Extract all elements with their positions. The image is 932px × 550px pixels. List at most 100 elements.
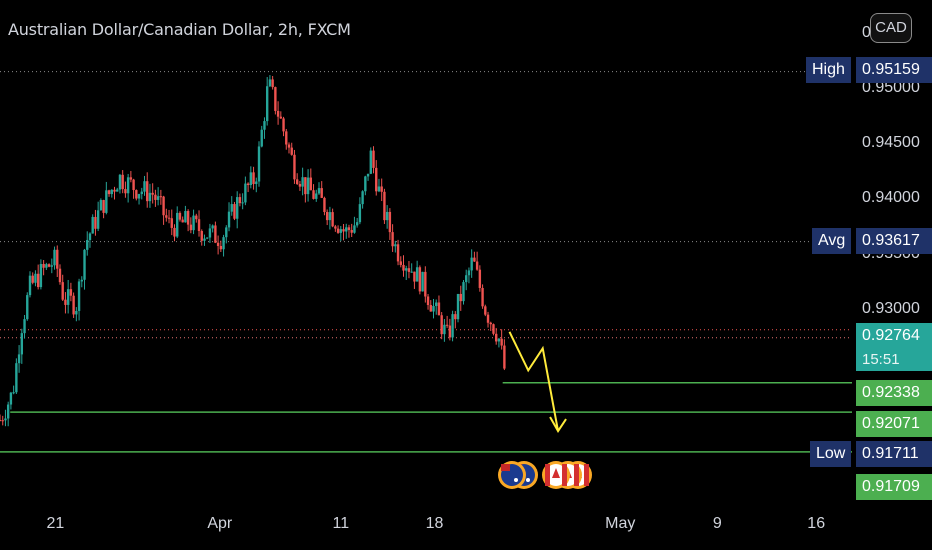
- candle-body: [445, 324, 449, 326]
- candle-body: [148, 192, 152, 202]
- bar-countdown: 15:51: [856, 349, 932, 371]
- candle-body: [121, 174, 124, 190]
- candle-body: [336, 228, 340, 233]
- candle-body: [380, 186, 383, 192]
- candle-body: [312, 190, 315, 199]
- candle-body: [293, 154, 296, 180]
- candle-body: [173, 227, 176, 237]
- candle-body: [219, 245, 223, 250]
- candle-body: [195, 215, 198, 220]
- candle-body: [178, 212, 182, 220]
- candle-body: [364, 176, 367, 192]
- candle-body: [28, 275, 32, 296]
- candle-body: [176, 212, 179, 237]
- candle-body: [26, 295, 29, 320]
- candle-body: [432, 305, 435, 312]
- candle-body: [189, 224, 193, 231]
- candle-body: [484, 306, 487, 315]
- candle-body: [216, 242, 220, 246]
- candle-body: [328, 212, 332, 221]
- candle-body: [23, 319, 26, 334]
- flag-band-right: [574, 464, 579, 486]
- flag-ca-icon[interactable]: [542, 461, 570, 489]
- candle-body: [143, 181, 146, 192]
- candle-body: [102, 200, 105, 213]
- candle-body: [290, 147, 293, 155]
- current-price-tag: 0.92764: [856, 323, 932, 349]
- candle-body: [402, 264, 405, 271]
- candle-body: [151, 192, 154, 195]
- candle-body: [467, 270, 471, 276]
- time-tick-label: 11: [332, 515, 350, 532]
- candle-body: [214, 225, 217, 243]
- candle-body: [206, 237, 209, 239]
- candle-body: [271, 79, 274, 88]
- candle-body: [75, 310, 78, 315]
- candle-body: [331, 212, 334, 227]
- level3-price-tag: 0.91709: [856, 474, 932, 500]
- candle-body: [413, 271, 416, 282]
- candle-body: [478, 269, 482, 288]
- candle-body: [132, 179, 135, 191]
- price-tick-label: 0: [862, 24, 871, 41]
- candle-body: [350, 229, 353, 233]
- candle-body: [31, 275, 34, 283]
- candle-body: [91, 216, 94, 234]
- candle-body: [399, 261, 402, 265]
- candle-body: [443, 324, 446, 335]
- reference-lines: [0, 71, 852, 453]
- avg-label-tag: Avg: [812, 228, 852, 254]
- level2-price-tag: 0.92071: [856, 411, 932, 437]
- candle-body: [146, 181, 149, 202]
- candle-body: [241, 202, 244, 204]
- candle-body: [410, 271, 413, 273]
- candle-body: [265, 86, 269, 122]
- candle-body: [20, 333, 24, 355]
- candle-body: [129, 177, 133, 180]
- flag-au-icon[interactable]: [498, 461, 526, 489]
- candle-body: [355, 222, 359, 226]
- candle-body: [156, 196, 160, 200]
- candle-body: [451, 314, 454, 338]
- candle-body: [96, 210, 100, 229]
- candle-body: [342, 229, 345, 232]
- candle-body: [113, 189, 116, 192]
- candle-body: [345, 227, 348, 232]
- candle-body: [77, 281, 81, 311]
- candle-body: [64, 299, 67, 305]
- candle-body: [323, 197, 326, 213]
- flag-leaf: [552, 468, 560, 478]
- candle-body: [497, 338, 501, 342]
- candle-body: [503, 345, 506, 369]
- candle-body: [159, 196, 163, 198]
- candle-body: [339, 229, 342, 233]
- candle-body: [135, 190, 138, 199]
- candle-body: [105, 190, 108, 213]
- event-flags[interactable]: [498, 461, 592, 489]
- candle-body: [276, 110, 280, 117]
- candle-body: [184, 211, 187, 223]
- candle-body: [12, 392, 15, 394]
- candlestick-series: [0, 75, 506, 427]
- candle-body: [495, 333, 498, 342]
- flag-band-right: [584, 464, 589, 486]
- candle-body: [405, 268, 408, 271]
- candle-body: [306, 177, 310, 195]
- candle-body: [375, 167, 378, 192]
- price-tick-label: 0.94000: [862, 189, 920, 207]
- candle-body: [268, 79, 272, 87]
- candle-body: [225, 227, 228, 238]
- candle-body: [94, 216, 97, 229]
- candle-body: [309, 177, 313, 191]
- candle-body: [170, 218, 173, 228]
- projection-path: [508, 331, 560, 432]
- level1-price-tag: 0.92338: [856, 380, 932, 406]
- candle-body: [6, 404, 10, 419]
- candle-body: [181, 219, 184, 223]
- currency-button[interactable]: CAD: [870, 13, 912, 43]
- candle-body: [260, 129, 263, 147]
- candle-body: [227, 211, 231, 228]
- low-label-tag: Low: [810, 441, 852, 467]
- candle-body: [88, 233, 92, 240]
